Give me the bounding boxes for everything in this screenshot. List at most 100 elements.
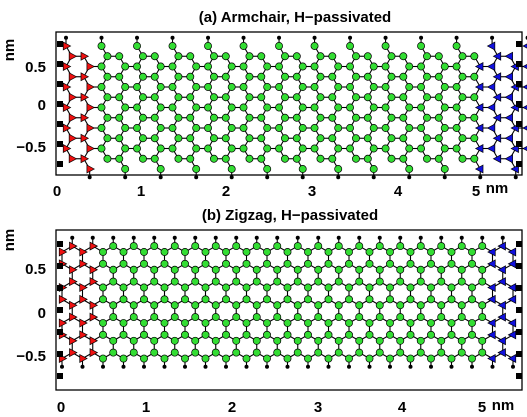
carbon-atom	[434, 113, 443, 122]
left-lead-atom	[80, 51, 90, 61]
hydrogen-atom	[60, 364, 64, 369]
carbon-atom	[150, 134, 159, 143]
edge-marker	[57, 121, 63, 127]
carbon-atom	[365, 319, 374, 327]
carbon-atom	[346, 103, 355, 112]
left-lead-atom	[68, 154, 78, 164]
carbon-atom	[292, 134, 301, 143]
hydrogen-atom	[277, 35, 282, 40]
left-lead-atom	[79, 294, 88, 304]
carbon-atom	[369, 124, 378, 132]
right-lead-atom	[486, 41, 496, 51]
carbon-atom	[399, 154, 408, 163]
right-lead-atom	[474, 164, 484, 174]
hydrogen-atom	[224, 364, 228, 369]
right-lead-atom	[507, 259, 517, 269]
carbon-atom	[192, 165, 201, 173]
carbon-atom	[201, 354, 210, 363]
carbon-atom	[478, 313, 487, 322]
carbon-atom	[275, 103, 283, 112]
carbon-atom	[423, 72, 431, 81]
right-lead-atom	[487, 330, 496, 340]
carbon-atom	[405, 83, 414, 91]
carbon-atom	[221, 93, 230, 102]
hydrogen-atom	[295, 235, 300, 240]
carbon-atom	[405, 165, 414, 173]
carbon-atom	[150, 242, 159, 251]
carbon-atom	[406, 330, 415, 339]
carbon-atom	[140, 319, 148, 327]
carbon-atom	[396, 277, 405, 286]
carbon-atom	[239, 124, 248, 132]
carbon-atom	[204, 144, 212, 153]
carbon-atom	[99, 295, 107, 304]
carbon-atom	[452, 62, 461, 71]
carbon-atom	[275, 42, 283, 50]
carbon-atom	[458, 72, 467, 81]
left-lead-atom	[68, 92, 78, 102]
carbon-atom	[405, 62, 414, 71]
hydrogen-atom	[152, 235, 157, 240]
carbon-atom	[417, 42, 426, 50]
right-lead-atom	[497, 312, 506, 322]
carbon-atom	[160, 283, 169, 292]
carbon-atom	[437, 313, 446, 322]
carbon-atom	[209, 52, 218, 61]
carbon-atom	[437, 336, 446, 345]
carbon-atom	[115, 72, 124, 81]
carbon-atom	[138, 113, 147, 122]
carbon-atom	[239, 42, 248, 50]
carbon-atom	[304, 259, 312, 268]
hydrogen-atom	[357, 235, 362, 240]
carbon-atom	[227, 144, 236, 153]
carbon-atom	[222, 248, 230, 256]
carbon-atom	[252, 348, 261, 357]
carbon-atom	[99, 319, 107, 327]
carbon-atom	[129, 348, 138, 357]
hydrogen-atom	[316, 235, 321, 240]
left-lead-atom	[69, 265, 78, 275]
carbon-atom	[324, 330, 333, 339]
carbon-atom	[304, 248, 312, 256]
carbon-atom	[316, 52, 325, 61]
carbon-atom	[334, 265, 343, 274]
carbon-atom	[355, 277, 364, 286]
carbon-atom	[365, 295, 374, 304]
carbon-atom	[447, 330, 456, 339]
carbon-atom	[346, 144, 355, 153]
carbon-atom	[181, 259, 189, 268]
carbon-atom	[298, 124, 307, 132]
carbon-atom	[293, 265, 302, 274]
carbon-atom	[275, 144, 283, 153]
carbon-atom	[211, 336, 220, 345]
carbon-atom	[192, 103, 201, 112]
hydrogen-atom	[312, 35, 317, 40]
x-axis: 0 1 2 3 4 5 nm	[57, 397, 514, 416]
carbon-atom	[221, 72, 230, 81]
carbon-atom	[283, 259, 292, 268]
carbon-atom	[352, 52, 360, 61]
carbon-atom	[386, 248, 394, 256]
hydrogen-atom	[490, 35, 495, 40]
carbon-atom	[406, 295, 415, 304]
carbon-atom	[97, 83, 106, 91]
carbon-atom	[99, 283, 107, 292]
carbon-atom	[365, 259, 374, 268]
hydrogen-atom	[234, 235, 239, 240]
carbon-atom	[417, 103, 426, 112]
carbon-atom	[204, 103, 212, 112]
carbon-atom	[109, 313, 118, 322]
x-tick-label: 4	[398, 399, 407, 416]
carbon-atom	[232, 242, 241, 251]
carbon-atom	[310, 62, 319, 71]
carbon-atom	[150, 348, 159, 357]
carbon-atom	[447, 248, 456, 256]
carbon-atom	[334, 124, 343, 132]
y-axis: 0.5 0 −0.5	[16, 261, 46, 365]
carbon-atom	[273, 348, 282, 357]
x-tick-label: 0	[57, 399, 65, 416]
carbon-atom	[283, 295, 292, 304]
carbon-atom	[221, 113, 230, 122]
panel-armchair: (a) Armchair, H−passivated nm 0.5 0 −0.5…	[1, 9, 527, 200]
left-lead-atom	[68, 51, 78, 61]
